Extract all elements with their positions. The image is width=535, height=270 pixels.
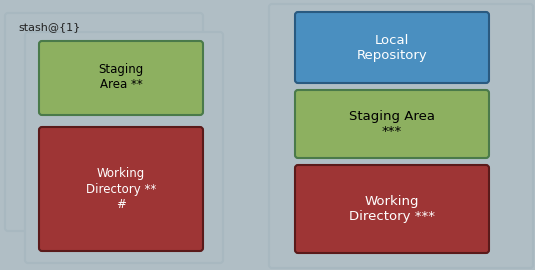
Text: stash@{0}: stash@{0} <box>89 42 151 52</box>
Text: Working
Directory **
#: Working Directory ** # <box>86 167 156 211</box>
Text: Working
Directory ***: Working Directory *** <box>349 195 435 223</box>
FancyBboxPatch shape <box>295 12 489 83</box>
FancyBboxPatch shape <box>295 90 489 158</box>
Text: Local
Repository: Local Repository <box>357 34 427 62</box>
FancyBboxPatch shape <box>25 32 223 263</box>
FancyBboxPatch shape <box>5 13 203 231</box>
FancyBboxPatch shape <box>295 165 489 253</box>
Text: Staging
Area **: Staging Area ** <box>98 63 143 91</box>
Text: Staging Area
***: Staging Area *** <box>349 110 435 138</box>
Text: stash@{1}: stash@{1} <box>18 22 80 32</box>
FancyBboxPatch shape <box>269 4 533 268</box>
FancyBboxPatch shape <box>39 127 203 251</box>
FancyBboxPatch shape <box>39 41 203 115</box>
